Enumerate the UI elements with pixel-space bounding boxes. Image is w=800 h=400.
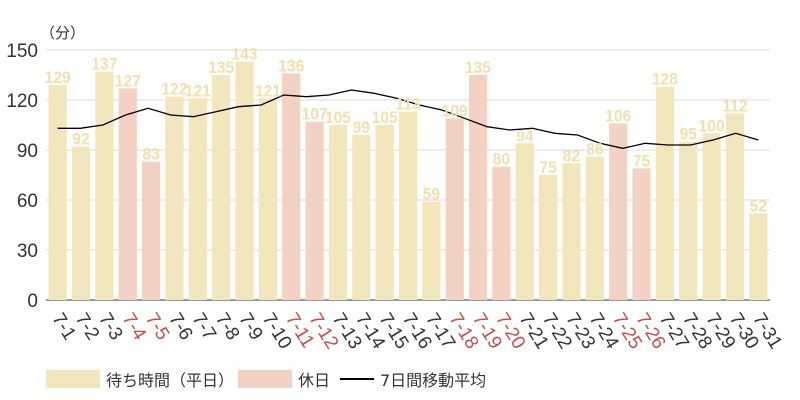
bar [585, 156, 604, 300]
bar [445, 118, 464, 300]
bar [258, 98, 277, 300]
data-label: 106 [605, 107, 631, 126]
legend-item-moving-average: 7日間移動平均 [340, 366, 486, 392]
data-label: 92 [72, 130, 89, 149]
bar [655, 86, 675, 301]
bar [515, 143, 534, 300]
data-label: 127 [115, 72, 141, 91]
data-label: 99 [353, 118, 370, 137]
bar [95, 71, 114, 301]
bar [398, 111, 418, 301]
bar [468, 75, 488, 300]
bar [422, 201, 441, 300]
data-label: 100 [699, 117, 725, 136]
legend-label-holiday: 休日 [298, 371, 331, 390]
legend-swatch-holiday [238, 370, 292, 388]
data-label: 105 [372, 108, 398, 127]
bar [492, 166, 511, 300]
y-tick-label: 0 [27, 291, 38, 312]
bar [725, 113, 745, 300]
bar [352, 135, 371, 300]
y-tick-label: 90 [17, 141, 38, 162]
data-label: 113 [395, 95, 420, 114]
data-label: 121 [255, 82, 281, 101]
data-label: 135 [465, 58, 491, 77]
bar [305, 121, 324, 301]
data-label: 52 [750, 197, 767, 216]
data-label: 112 [722, 97, 747, 116]
data-label: 109 [442, 102, 468, 121]
data-label: 107 [302, 105, 328, 124]
bar [375, 125, 394, 300]
bar [165, 96, 184, 301]
bar [188, 98, 207, 300]
bar [632, 168, 651, 300]
legend-label-moving-average: 7日間移動平均 [380, 371, 487, 390]
data-label: 83 [142, 145, 159, 164]
data-label: 136 [278, 57, 304, 76]
bar [141, 161, 161, 300]
bar [679, 141, 698, 300]
data-label: 129 [45, 68, 71, 87]
data-label: 95 [680, 125, 697, 144]
data-label: 75 [539, 158, 556, 177]
data-label: 122 [161, 80, 187, 99]
y-tick-label: 60 [17, 191, 38, 212]
y-axis-unit-label: （分） [40, 25, 85, 42]
data-label: 137 [91, 55, 117, 74]
legend-swatch-weekday [46, 370, 100, 388]
bar [328, 125, 348, 300]
bar [71, 146, 91, 300]
data-label: 105 [325, 108, 351, 127]
bar [212, 75, 231, 300]
data-label: 75 [633, 152, 650, 171]
bar [702, 133, 721, 300]
legend: 待ち時間（平日） 休日 7日間移動平均 [0, 366, 800, 392]
legend-item-weekday: 待ち時間（平日） [46, 366, 234, 392]
data-label: 143 [231, 45, 257, 64]
data-label: 86 [586, 140, 603, 159]
moving-average-line [57, 89, 759, 149]
legend-label-weekday: 待ち時間（平日） [106, 371, 235, 390]
data-label: 59 [423, 185, 440, 204]
bar [48, 85, 67, 300]
legend-item-holiday: 休日 [238, 366, 330, 392]
bar [609, 123, 628, 300]
bar [235, 61, 254, 300]
y-tick-label: 150 [6, 41, 38, 62]
bar [282, 73, 301, 300]
legend-swatch-moving-average [340, 378, 374, 380]
data-label: 121 [185, 82, 211, 101]
data-label: 128 [652, 70, 678, 89]
y-tick-label: 30 [17, 241, 38, 262]
data-label: 82 [563, 147, 580, 166]
y-tick-label: 120 [6, 91, 38, 112]
data-label: 80 [493, 150, 510, 169]
data-label: 94 [516, 127, 533, 146]
bar [562, 163, 581, 300]
bar [539, 175, 558, 300]
data-label: 135 [208, 58, 234, 77]
bar [749, 213, 768, 300]
bar [118, 88, 137, 300]
